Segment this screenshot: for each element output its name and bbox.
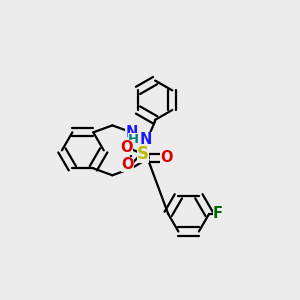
Text: S: S [136,145,148,163]
Text: N: N [125,125,138,140]
Text: H: H [128,133,139,146]
Text: N: N [139,132,152,147]
Text: O: O [160,151,172,166]
Text: F: F [213,206,223,221]
Text: O: O [120,140,133,155]
Text: O: O [121,157,134,172]
